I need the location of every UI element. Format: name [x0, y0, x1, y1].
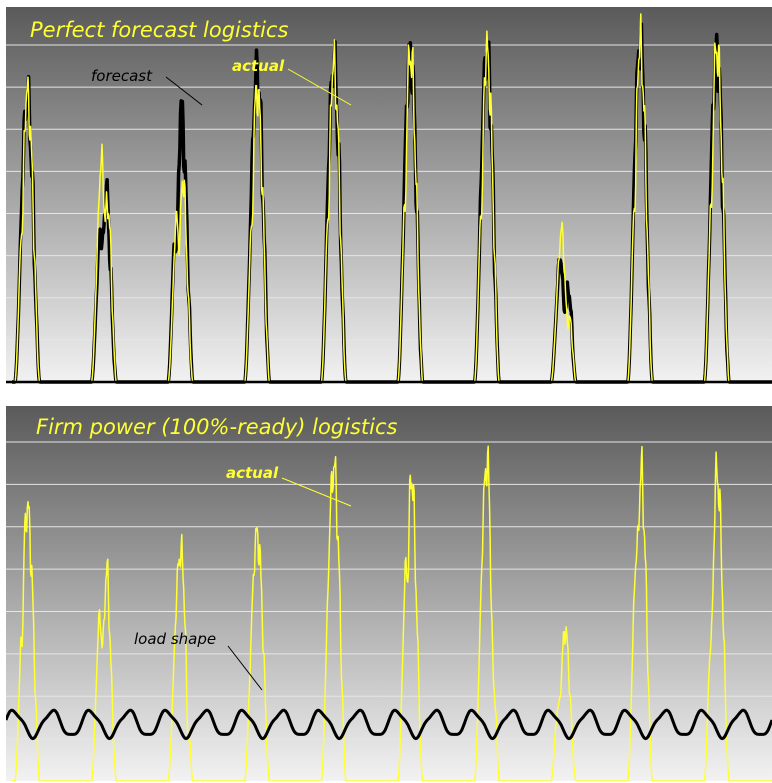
annotation-actual-label: actual [232, 57, 285, 75]
chart-perfect-forecast: Perfect forecast logistics forecast actu… [6, 7, 772, 384]
gridlines [6, 441, 772, 740]
chart-firm-power: Firm power (100%-ready) logistics actual… [6, 406, 772, 781]
series-layer [6, 445, 772, 781]
annotation-load-shape-leader [227, 645, 263, 691]
plot-background [6, 7, 772, 384]
plot-background [6, 406, 772, 781]
annotation-load-shape: load shape [134, 630, 263, 691]
annotation-forecast: forecast [91, 67, 203, 106]
annotation-actual: actual [232, 57, 352, 106]
annotation-actual: actual [226, 464, 352, 507]
gridlines [6, 44, 772, 341]
annotation-forecast-leader [165, 76, 203, 106]
annotation-load-shape-label: load shape [134, 630, 216, 648]
annotation-actual-label: actual [226, 464, 279, 482]
series-actual [11, 445, 772, 781]
annotation-actual-leader [281, 477, 352, 507]
annotation-actual-leader [287, 68, 352, 106]
chart-title: Perfect forecast logistics [30, 18, 288, 42]
chart-perfect-forecast-svg: Perfect forecast logistics forecast actu… [6, 7, 772, 384]
chart-firm-power-svg: Firm power (100%-ready) logistics actual… [6, 406, 772, 781]
chart-title: Firm power (100%-ready) logistics [36, 415, 398, 439]
series-load-shape [6, 708, 772, 741]
annotation-forecast-label: forecast [91, 67, 153, 85]
